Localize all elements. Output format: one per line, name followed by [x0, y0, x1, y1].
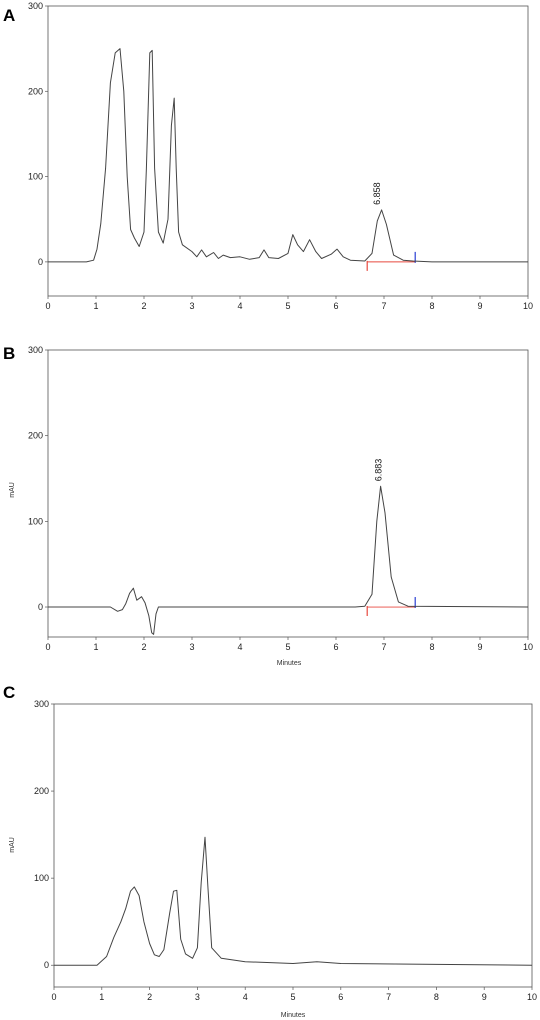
- x-tick-label-a-5: 5: [285, 301, 290, 311]
- y-tick-label-a-3: 300: [28, 1, 43, 11]
- y-axis-label-c: mAU: [9, 837, 16, 853]
- panel-label-c: C: [3, 683, 15, 702]
- x-tick-label-b-9: 9: [477, 642, 482, 652]
- x-tick-label-b-2: 2: [141, 642, 146, 652]
- y-tick-label-a-2: 200: [28, 86, 43, 96]
- chromatogram-trace-a: [48, 48, 528, 263]
- x-tick-label-c-3: 3: [195, 992, 200, 1002]
- x-tick-label-c-0: 0: [51, 992, 56, 1002]
- chromatogram-trace-c: [54, 836, 533, 966]
- y-axis-label-b: mAU: [9, 482, 16, 498]
- y-tick-label-a-0: 0: [38, 257, 43, 267]
- x-tick-label-b-3: 3: [189, 642, 194, 652]
- x-tick-label-c-6: 6: [338, 992, 343, 1002]
- x-tick-label-c-4: 4: [243, 992, 248, 1002]
- y-tick-label-c-2: 200: [34, 786, 49, 796]
- plot-frame-c: [53, 703, 533, 988]
- chromatogram-trace-b: [48, 485, 529, 635]
- y-tick-label-a-1: 100: [28, 172, 43, 182]
- x-tick-label-b-1: 1: [93, 642, 98, 652]
- x-tick-label-a-3: 3: [189, 301, 194, 311]
- y-tick-label-b-0: 0: [38, 602, 43, 612]
- x-axis-label-b: Minutes: [277, 660, 302, 667]
- x-tick-label-c-10: 10: [527, 992, 537, 1002]
- x-tick-label-b-7: 7: [381, 642, 386, 652]
- panel-label-a: A: [3, 6, 15, 25]
- y-tick-label-b-2: 200: [28, 431, 43, 441]
- x-tick-label-a-9: 9: [477, 301, 482, 311]
- peak-annotation-a-0: 6.858: [372, 182, 382, 205]
- x-tick-label-c-5: 5: [290, 992, 295, 1002]
- y-tick-label-b-1: 100: [28, 516, 43, 526]
- x-tick-label-c-9: 9: [482, 992, 487, 1002]
- x-axis-label-c: Minutes: [281, 1012, 306, 1019]
- y-tick-label-c-0: 0: [44, 960, 49, 970]
- peak-annotation-b-0: 6.883: [373, 459, 383, 482]
- x-tick-label-c-1: 1: [99, 992, 104, 1002]
- y-tick-label-c-3: 300: [34, 699, 49, 709]
- x-tick-label-c-2: 2: [147, 992, 152, 1002]
- x-tick-label-b-4: 4: [237, 642, 242, 652]
- x-tick-label-b-6: 6: [333, 642, 338, 652]
- x-tick-label-a-8: 8: [429, 301, 434, 311]
- chart-panel-b: B mAU Minutes 0 1 2 3 4 5 6 7 8 9 1001002003006.88…: [3, 344, 533, 667]
- x-tick-label-b-10: 10: [523, 642, 533, 652]
- x-tick-label-a-6: 6: [333, 301, 338, 311]
- x-tick-label-b-0: 0: [45, 642, 50, 652]
- x-tick-label-a-2: 2: [141, 301, 146, 311]
- x-tick-label-c-7: 7: [386, 992, 391, 1002]
- x-tick-label-c-8: 8: [434, 992, 439, 1002]
- y-tick-label-b-3: 300: [28, 345, 43, 355]
- x-tick-label-a-10: 10: [523, 301, 533, 311]
- x-tick-label-a-4: 4: [237, 301, 242, 311]
- x-tick-label-a-7: 7: [381, 301, 386, 311]
- x-tick-label-a-1: 1: [93, 301, 98, 311]
- x-tick-label-b-8: 8: [429, 642, 434, 652]
- x-tick-label-b-5: 5: [285, 642, 290, 652]
- x-tick-label-a-0: 0: [45, 301, 50, 311]
- plot-frame-b: [47, 349, 529, 638]
- panel-label-b: B: [3, 344, 15, 363]
- y-tick-label-c-1: 100: [34, 873, 49, 883]
